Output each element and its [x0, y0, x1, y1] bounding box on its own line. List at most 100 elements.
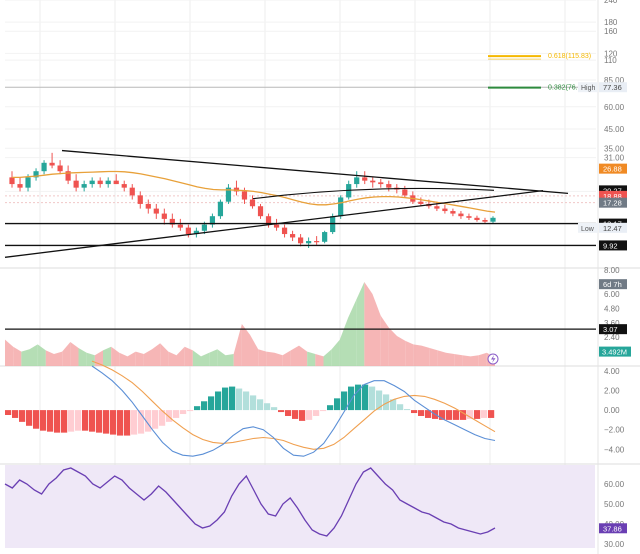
price-level-badge: [599, 240, 627, 251]
candle-body: [9, 177, 15, 185]
volume-area-segment: [62, 342, 71, 366]
macd-histogram-bar: [19, 410, 26, 422]
candle-body: [298, 237, 304, 244]
macd-histogram-bar: [173, 410, 180, 418]
candle-body: [137, 195, 143, 204]
fib-level-label: 0.382(76.94): [548, 85, 588, 92]
macd-histogram-bar: [145, 410, 152, 432]
macd-histogram-bar: [47, 410, 54, 432]
macd-histogram-bar: [89, 410, 96, 432]
candle-body: [482, 220, 488, 222]
price-level-name: Low: [581, 226, 595, 233]
candle-body: [65, 171, 71, 181]
volume-area-segment: [217, 349, 226, 366]
price-level-value: 77.36: [603, 83, 622, 92]
candle-body: [153, 208, 159, 214]
candle-body: [378, 182, 384, 185]
volume-area-segment: [184, 346, 193, 366]
macd-histogram-bar: [404, 409, 411, 411]
candle-body: [145, 203, 151, 209]
candle-body: [201, 224, 207, 231]
candle-body: [306, 241, 312, 244]
volume-area-segment: [233, 324, 242, 366]
macd-histogram-bar: [40, 410, 47, 431]
candle-body: [281, 227, 288, 235]
rsi-last-value: 37.86: [603, 524, 622, 533]
macd-histogram-bar: [117, 410, 124, 436]
macd-histogram-bar: [418, 410, 425, 416]
volume-panel: [5, 282, 596, 366]
price-level-value: 18.88: [603, 192, 622, 201]
macd-histogram-bar: [285, 410, 292, 416]
price-tick-label: 85.00: [604, 76, 625, 85]
candle-body: [434, 206, 440, 209]
candle-body: [338, 197, 344, 217]
candle-body: [33, 171, 39, 178]
macd-histogram-bar: [208, 396, 215, 411]
volume-area-segment: [323, 349, 332, 366]
candle-body: [442, 208, 448, 212]
volume-area-segment: [250, 334, 259, 366]
volume-area-segment: [176, 346, 185, 366]
price-panel: 0.618(115.83) 0.382(76.94): [9, 53, 591, 248]
price-level-badge: [599, 279, 627, 290]
volume-area-segment: [462, 355, 471, 366]
ascending-trendline: [4, 190, 544, 258]
macd-histogram-bar: [369, 386, 376, 411]
volume-tick-label: 8.00: [604, 266, 620, 275]
volume-last-value: 3.492M: [602, 348, 627, 357]
rsi-panel: [4, 465, 595, 548]
volume-area-segment: [372, 294, 381, 366]
macd-histogram-bar: [446, 410, 453, 420]
macd-histogram-bar: [26, 410, 33, 426]
candle-body: [273, 224, 280, 228]
macd-histogram-bar: [341, 391, 348, 411]
price-level-badge: [599, 197, 627, 208]
candle-body: [73, 180, 79, 188]
volume-area-segment: [478, 352, 487, 366]
price-tick-label: 60.00: [604, 103, 625, 112]
macd-histogram-bar: [264, 403, 271, 411]
price-level-badge: [599, 82, 627, 93]
macd-histogram-bar: [159, 410, 166, 426]
macd-histogram-bar: [334, 398, 341, 411]
volume-area-segment: [356, 282, 365, 366]
price-level-value: 26.88: [603, 165, 622, 174]
macd-histogram-bar: [313, 410, 320, 416]
volume-tick-label: 3.60: [604, 319, 620, 328]
macd-histogram-bar: [68, 410, 75, 432]
macd-histogram-bar: [481, 410, 488, 418]
candle-body: [458, 213, 464, 217]
volume-area-segment: [429, 348, 438, 366]
price-level-badge: [599, 222, 627, 233]
volume-area-segment: [94, 350, 103, 366]
macd-tick-label: −4.00: [604, 445, 625, 454]
candle-body: [418, 201, 424, 204]
volume-last-badge: [599, 346, 631, 357]
macd-histogram-bar: [75, 410, 82, 431]
curved-support-line: [252, 187, 495, 200]
macd-histogram-bar: [306, 410, 313, 420]
volume-area-segment: [290, 345, 299, 366]
macd-histogram-bar: [215, 391, 222, 411]
volume-area-segment: [5, 339, 14, 366]
candle-body: [474, 217, 480, 221]
candle-body: [386, 184, 392, 188]
candle-body: [362, 177, 368, 181]
candle-body: [193, 230, 199, 235]
volume-area-segment: [45, 350, 54, 366]
macd-histogram-bar: [383, 394, 390, 411]
volume-area-segment: [299, 345, 308, 366]
volume-area-segment: [307, 351, 316, 366]
volume-area-segment: [21, 349, 30, 366]
macd-histogram-bar: [390, 399, 397, 411]
volume-area-segment: [103, 346, 112, 366]
volume-area-segment: [70, 342, 79, 366]
volume-area-segment: [258, 349, 267, 366]
macd-histogram-bar: [257, 399, 264, 411]
price-level-badge: [599, 185, 627, 196]
macd-histogram-bar: [397, 404, 404, 411]
macd-histogram-bar: [292, 410, 299, 419]
volume-area-segment: [397, 336, 406, 366]
